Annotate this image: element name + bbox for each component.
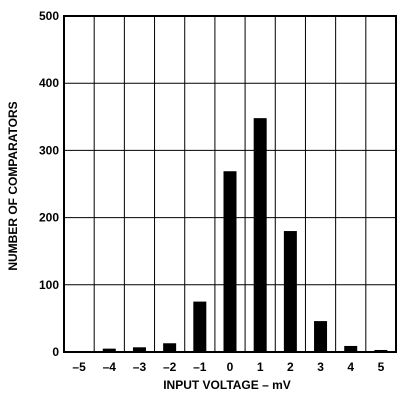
y-tick-label: 400 — [39, 76, 59, 90]
x-tick-label: 4 — [347, 360, 354, 374]
x-tick-label: 5 — [378, 360, 385, 374]
bar — [102, 348, 116, 352]
x-tick-label: 1 — [257, 360, 264, 374]
x-tick-label: –2 — [163, 360, 177, 374]
bar — [344, 345, 358, 352]
x-tick-label: –5 — [72, 360, 86, 374]
bars — [102, 118, 388, 352]
x-tick-label: 2 — [287, 360, 294, 374]
x-tick-label: 3 — [317, 360, 324, 374]
y-axis-label: NUMBER OF COMPARATORS — [6, 101, 20, 270]
y-tick-label: 300 — [39, 143, 59, 157]
bar — [193, 301, 207, 352]
bar — [374, 349, 388, 352]
bar — [223, 171, 237, 352]
x-tick-labels: –5 –4 –3 –2 –1 0 1 2 3 4 5 — [72, 360, 384, 374]
bar — [283, 231, 297, 352]
bar — [163, 343, 177, 352]
y-tick-label: 0 — [52, 345, 59, 359]
y-tick-label: 200 — [39, 211, 59, 225]
y-tick-label: 500 — [39, 9, 59, 23]
x-tick-label: –3 — [133, 360, 147, 374]
bar — [314, 321, 328, 352]
y-tick-label: 100 — [39, 278, 59, 292]
plot-border — [63, 15, 397, 353]
y-tick-labels: 0 100 200 300 400 500 — [39, 9, 59, 359]
x-tick-label: –4 — [103, 360, 117, 374]
x-tick-label: –1 — [193, 360, 207, 374]
plot-frame — [63, 15, 397, 353]
bar — [253, 118, 267, 352]
bar — [132, 347, 146, 352]
x-axis-label: INPUT VOLTAGE – mV — [163, 378, 291, 392]
x-tick-label: 0 — [227, 360, 234, 374]
